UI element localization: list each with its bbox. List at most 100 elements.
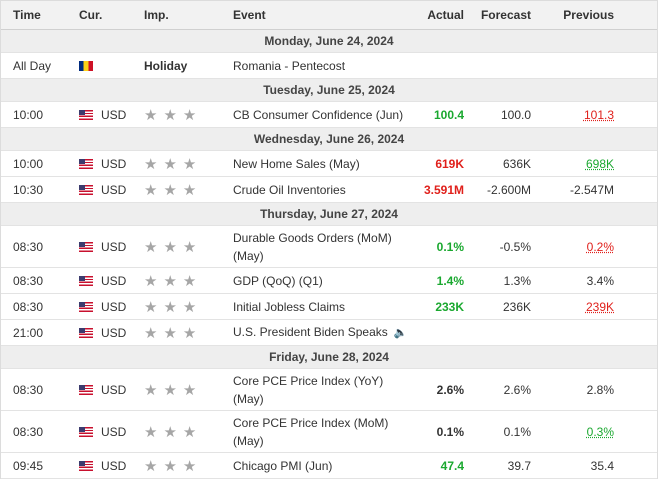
event-name-text[interactable]: Core PCE Price Index (MoM) [233, 415, 389, 430]
event-name-text[interactable]: Core PCE Price Index (YoY) [233, 373, 384, 388]
col-importance-header[interactable]: Imp. [144, 8, 169, 22]
event-forecast [471, 320, 531, 345]
day-header-row: Thursday, June 27, 2024 [1, 203, 657, 226]
event-name[interactable]: New Home Sales (May) [233, 151, 423, 176]
event-name[interactable]: GDP (QoQ) (Q1) [233, 268, 423, 293]
event-name[interactable]: U.S. President Biden Speaks 🔈 [233, 320, 423, 345]
event-name[interactable]: CB Consumer Confidence (Jun) [233, 102, 423, 127]
event-currency: USD [79, 268, 139, 293]
event-name-period[interactable]: (May) [233, 391, 264, 406]
event-time: 10:00 [13, 156, 44, 171]
event-previous-value: 0.3% [586, 424, 614, 439]
event-row[interactable]: 10:00 USD ★★★ CB Consumer Confidence (Jun) 1… [1, 102, 657, 128]
event-forecast: 0.1% [503, 424, 531, 439]
event-row[interactable]: 21:00 USD ★★★ U.S. President Biden Speaks 🔈 [1, 320, 657, 346]
day-header-row: Wednesday, June 26, 2024 [1, 128, 657, 151]
event-name-text[interactable]: Romania - Pentecost [233, 58, 346, 73]
day-header-row: Tuesday, June 25, 2024 [1, 79, 657, 102]
event-previous-value: 239K [585, 299, 614, 314]
event-name[interactable]: Chicago PMI (Jun) [233, 453, 423, 478]
event-previous-value: 3.4% [586, 273, 614, 288]
event-previous: 2.8% [541, 369, 614, 410]
event-time: 08:30 [13, 239, 44, 254]
speaker-icon: 🔈 [393, 327, 408, 339]
event-row[interactable]: 08:30 USD ★★★ Initial Jobless Claims 233K 236… [1, 294, 657, 320]
event-row[interactable]: 08:30 USD ★★★ Core PCE Price Index (MoM) (Ma… [1, 411, 657, 453]
event-previous-value: 0.2% [586, 239, 614, 254]
holiday-label: Holiday [144, 58, 188, 73]
event-forecast: 1.3% [503, 273, 531, 288]
event-name-text[interactable]: CB Consumer Confidence (Jun) [233, 107, 404, 122]
us-flag-icon [79, 109, 93, 120]
event-name[interactable]: Core PCE Price Index (MoM) (May) [233, 411, 423, 452]
col-actual-header[interactable]: Actual [427, 8, 464, 22]
event-name[interactable]: Initial Jobless Claims [233, 294, 423, 319]
col-time-header[interactable]: Time [13, 8, 41, 22]
day-date: Tuesday, June 25, 2024 [263, 83, 395, 97]
event-time: 09:45 [13, 458, 44, 473]
event-name[interactable]: Core PCE Price Index (YoY) (May) [233, 369, 423, 410]
event-row[interactable]: All Day Holiday Romania - Pentecost [1, 53, 657, 79]
event-forecast: 39.7 [507, 458, 531, 473]
currency-code: USD [101, 325, 127, 340]
event-actual [401, 53, 464, 78]
event-name-period[interactable]: (May) [233, 248, 264, 263]
day-date: Wednesday, June 26, 2024 [253, 132, 405, 146]
event-row[interactable]: 08:30 USD ★★★ GDP (QoQ) (Q1) 1.4% 1.3% 3.4% [1, 268, 657, 294]
event-name-text[interactable]: Chicago PMI (Jun) [233, 458, 333, 473]
event-time: 08:30 [13, 382, 44, 397]
event-actual: 2.6% [436, 382, 464, 397]
event-row[interactable]: 08:30 USD ★★★ Durable Goods Orders (MoM) (Ma… [1, 226, 657, 268]
table-header: Time Cur. Imp. Event Actual Forecast Pre… [1, 1, 657, 30]
currency-code: USD [101, 273, 127, 288]
us-flag-icon [79, 184, 93, 195]
currency-code: USD [101, 107, 127, 122]
event-name[interactable]: Durable Goods Orders (MoM) (May) [233, 226, 423, 267]
col-currency-header[interactable]: Cur. [79, 8, 103, 22]
importance-stars-icon: ★★★ [144, 155, 203, 173]
importance-stars-icon: ★★★ [144, 457, 203, 475]
col-event-header[interactable]: Event [233, 8, 266, 22]
event-name-text[interactable]: U.S. President Biden Speaks [233, 325, 388, 339]
event-name-text[interactable]: Initial Jobless Claims [233, 299, 346, 314]
event-currency [79, 53, 139, 78]
event-row[interactable]: 09:45 USD ★★★ Chicago PMI (Jun) 47.4 39.7 35.4 [1, 453, 657, 479]
event-time: 10:00 [13, 107, 44, 122]
event-row[interactable]: 08:30 USD ★★★ Core PCE Price Index (YoY) (Ma… [1, 369, 657, 411]
col-previous-header[interactable]: Previous [563, 8, 614, 22]
event-actual: 619K [435, 156, 464, 171]
event-previous-value: 2.8% [586, 382, 614, 397]
importance-stars-icon: ★★★ [144, 381, 203, 399]
event-name-text[interactable]: Crude Oil Inventories [233, 182, 346, 197]
event-name-text[interactable]: New Home Sales (May) [233, 156, 360, 171]
event-name[interactable]: Romania - Pentecost [233, 53, 423, 78]
event-importance: ★★★ [144, 411, 214, 452]
event-previous-value: 698K [585, 156, 614, 171]
event-importance: ★★★ [144, 177, 214, 202]
currency-code: USD [101, 424, 127, 439]
event-previous: 3.4% [541, 268, 614, 293]
event-actual: 100.4 [433, 107, 464, 122]
importance-stars-icon: ★★★ [144, 324, 203, 342]
event-previous: 0.2% [541, 226, 614, 267]
event-name-text[interactable]: Durable Goods Orders (MoM) [233, 230, 392, 245]
event-previous-value: 35.4 [590, 458, 614, 473]
event-currency: USD [79, 369, 139, 410]
event-forecast: 2.6% [503, 382, 531, 397]
event-time: 08:30 [13, 424, 44, 439]
col-forecast-header[interactable]: Forecast [480, 8, 531, 22]
event-name[interactable]: Crude Oil Inventories [233, 177, 423, 202]
event-actual: 0.1% [436, 424, 464, 439]
event-row[interactable]: 10:30 USD ★★★ Crude Oil Inventories 3.591M -2… [1, 177, 657, 203]
event-previous: 698K [541, 151, 614, 176]
currency-code: USD [101, 156, 127, 171]
importance-stars-icon: ★★★ [144, 298, 203, 316]
currency-code: USD [101, 382, 127, 397]
importance-stars-icon: ★★★ [144, 272, 203, 290]
importance-stars-icon: ★★★ [144, 423, 203, 441]
event-name-text[interactable]: GDP (QoQ) (Q1) [233, 273, 323, 288]
day-date: Thursday, June 27, 2024 [260, 207, 398, 221]
event-row[interactable]: 10:00 USD ★★★ New Home Sales (May) 619K 636K 6… [1, 151, 657, 177]
event-name-period[interactable]: (May) [233, 433, 264, 448]
